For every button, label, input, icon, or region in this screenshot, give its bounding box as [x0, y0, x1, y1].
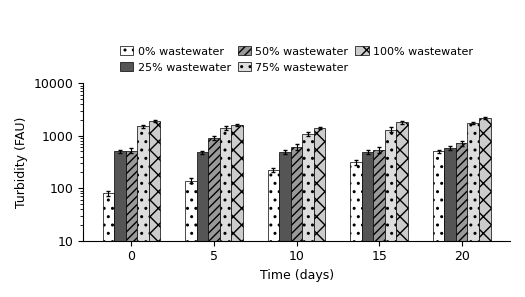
Bar [444, 148, 456, 297]
Bar [114, 151, 125, 297]
Bar [396, 122, 408, 297]
Bar [373, 150, 385, 297]
Bar [279, 152, 291, 297]
Bar [185, 181, 197, 297]
X-axis label: Time (days): Time (days) [259, 269, 334, 282]
Bar [479, 118, 490, 297]
Bar [433, 151, 444, 297]
Bar [385, 130, 396, 297]
Bar [125, 151, 137, 297]
Bar [137, 127, 149, 297]
Bar [362, 152, 373, 297]
Bar [291, 147, 302, 297]
Bar [232, 125, 243, 297]
Bar [302, 134, 314, 297]
Bar [208, 138, 220, 297]
Bar [350, 162, 362, 297]
Bar [149, 121, 160, 297]
Bar [314, 128, 326, 297]
Legend: 0% wastewater, 25% wastewater, 50% wastewater, 75% wastewater, 100% wastewater: 0% wastewater, 25% wastewater, 50% waste… [117, 43, 476, 76]
Bar [220, 128, 232, 297]
Bar [102, 193, 114, 297]
Bar [197, 152, 208, 297]
Y-axis label: Turbidity (FAU): Turbidity (FAU) [15, 116, 28, 208]
Bar [456, 143, 467, 297]
Bar [467, 123, 479, 297]
Bar [268, 170, 279, 297]
